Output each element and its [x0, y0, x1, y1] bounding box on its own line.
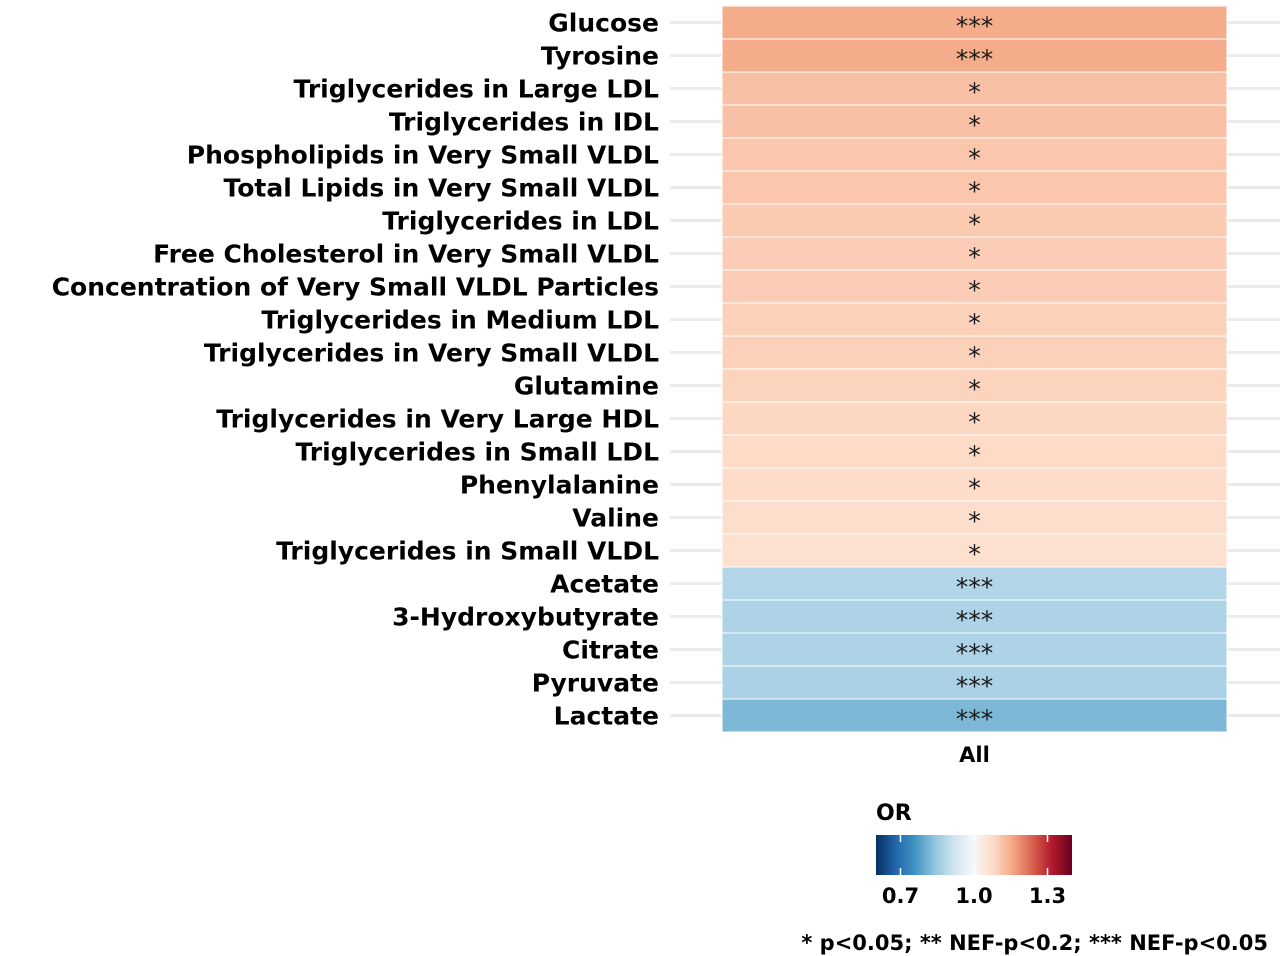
- heatmap-cell: [721, 500, 1228, 535]
- row-label: Triglycerides in Small LDL: [295, 438, 659, 467]
- significance-marker: ***: [956, 45, 994, 74]
- x-tick-label: All: [959, 743, 990, 767]
- significance-marker: *: [968, 177, 981, 206]
- legend-tick-label: 0.7: [882, 884, 919, 908]
- row-label: Lactate: [554, 702, 659, 731]
- row-label: Triglycerides in IDL: [389, 108, 659, 137]
- significance-marker: ***: [956, 672, 994, 701]
- significance-marker: *: [968, 375, 981, 404]
- heatmap-cell: [721, 632, 1228, 667]
- heatmap-cell: [721, 533, 1228, 568]
- row-label: Total Lipids in Very Small VLDL: [223, 174, 659, 203]
- heatmap-cell: [721, 698, 1228, 733]
- significance-marker: ***: [956, 705, 994, 734]
- significance-labels: ************************************: [956, 12, 994, 734]
- significance-marker: ***: [956, 606, 994, 635]
- significance-marker: *: [968, 540, 981, 569]
- legend-tick-label: 1.0: [955, 884, 992, 908]
- significance-marker: *: [968, 78, 981, 107]
- heatmap-cell: [721, 599, 1228, 634]
- significance-marker: *: [968, 276, 981, 305]
- significance-footnote: * p<0.05; ** NEF-p<0.2; *** NEF-p<0.05: [801, 931, 1268, 955]
- significance-marker: *: [968, 144, 981, 173]
- row-label: Triglycerides in Small VLDL: [276, 537, 659, 566]
- row-label: Citrate: [562, 636, 659, 665]
- significance-marker: *: [968, 507, 981, 536]
- row-label: Glutamine: [514, 372, 659, 401]
- x-axis: All: [959, 743, 990, 767]
- significance-marker: *: [968, 111, 981, 140]
- heatmap-cell: [721, 368, 1228, 403]
- legend-tick-label: 1.3: [1029, 884, 1066, 908]
- row-label: Triglycerides in Very Small VLDL: [204, 339, 659, 368]
- heatmap-cell: [721, 665, 1228, 700]
- row-label: Triglycerides in Large LDL: [294, 75, 660, 104]
- heatmap-cell: [721, 203, 1228, 238]
- significance-marker: *: [968, 309, 981, 338]
- significance-marker: *: [968, 441, 981, 470]
- significance-marker: *: [968, 210, 981, 239]
- row-label: Acetate: [550, 570, 659, 599]
- row-label: Free Cholesterol in Very Small VLDL: [153, 240, 659, 269]
- significance-marker: ***: [956, 639, 994, 668]
- row-label: Concentration of Very Small VLDL Particl…: [52, 273, 659, 302]
- row-label: Tyrosine: [541, 42, 659, 71]
- heatmap-cell: [721, 71, 1228, 106]
- significance-marker: *: [968, 474, 981, 503]
- row-label: Phospholipids in Very Small VLDL: [187, 141, 659, 170]
- row-label: Glucose: [548, 9, 659, 38]
- significance-marker: *: [968, 243, 981, 272]
- heatmap-cell: [721, 335, 1228, 370]
- heatmap-cell: [721, 566, 1228, 601]
- row-labels: Glucose Tyrosine Triglycerides in Large LD…: [52, 9, 659, 731]
- row-label: Phenylalanine: [460, 471, 659, 500]
- heatmap-cell: [721, 269, 1228, 304]
- heatmap-cell: [721, 302, 1228, 337]
- heatmap-cell: [721, 170, 1228, 205]
- heatmap-cell: [721, 467, 1228, 502]
- significance-marker: *: [968, 342, 981, 371]
- significance-marker: ***: [956, 573, 994, 602]
- row-label: Triglycerides in Medium LDL: [261, 306, 659, 335]
- significance-marker: *: [968, 408, 981, 437]
- row-label: Pyruvate: [532, 669, 659, 698]
- color-legend: OR 0.7 1.0 1.3: [876, 801, 1072, 908]
- row-label: Valine: [572, 504, 659, 533]
- row-label: Triglycerides in LDL: [382, 207, 659, 236]
- legend-title: OR: [876, 801, 912, 826]
- heatmap-cell: [721, 236, 1228, 271]
- heatmap-cells: [721, 5, 1228, 733]
- row-label: Triglycerides in Very Large HDL: [216, 405, 659, 434]
- row-label: 3-Hydroxybutyrate: [392, 603, 659, 632]
- heatmap-cell: [721, 137, 1228, 172]
- heatmap-cell: [721, 434, 1228, 469]
- significance-marker: ***: [956, 12, 994, 41]
- heatmap-cell: [721, 401, 1228, 436]
- heatmap-cell: [721, 104, 1228, 139]
